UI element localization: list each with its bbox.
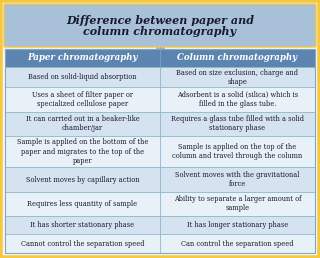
Bar: [160, 192, 315, 216]
Text: Difference between paper and: Difference between paper and: [66, 15, 254, 26]
Text: It has longer stationary phase: It has longer stationary phase: [187, 221, 288, 229]
Text: Based on solid-liquid absorption: Based on solid-liquid absorption: [28, 73, 137, 81]
Text: Solvent moves by capillary action: Solvent moves by capillary action: [26, 175, 139, 183]
Bar: [5, 167, 160, 192]
Text: Requires a glass tube filled with a solid
stationary phase: Requires a glass tube filled with a soli…: [171, 115, 304, 132]
Text: It has shorter stationary phase: It has shorter stationary phase: [30, 221, 135, 229]
Text: Adsorbent is a solid (silica) which is
filled in the glass tube.: Adsorbent is a solid (silica) which is f…: [177, 91, 298, 108]
Bar: [5, 192, 160, 216]
Bar: [160, 67, 315, 87]
Text: Sample is applied on the top of the
column and travel through the column: Sample is applied on the top of the colu…: [172, 143, 303, 160]
Bar: [5, 112, 160, 136]
Bar: [5, 235, 160, 253]
Text: Solvent moves with the gravitational
force: Solvent moves with the gravitational for…: [175, 171, 300, 188]
Text: Can control the separation speed: Can control the separation speed: [181, 240, 294, 248]
Bar: [5, 49, 315, 67]
Bar: [160, 216, 315, 235]
Text: Requires less quantity of sample: Requires less quantity of sample: [28, 200, 138, 208]
Text: Paper chromatography: Paper chromatography: [27, 53, 138, 62]
Text: column chromatography: column chromatography: [84, 26, 236, 37]
FancyBboxPatch shape: [4, 4, 316, 47]
Text: Column chromatography: Column chromatography: [177, 53, 298, 62]
Text: Sample is applied on the bottom of the
paper and migrates to the top of the
pape: Sample is applied on the bottom of the p…: [17, 139, 148, 165]
Bar: [160, 87, 315, 112]
Bar: [5, 67, 160, 87]
Text: It can carried out in a beaker-like
chamber/jar: It can carried out in a beaker-like cham…: [26, 115, 140, 132]
Text: Based on size exclusion, charge and
shape: Based on size exclusion, charge and shap…: [177, 69, 299, 86]
Bar: [160, 235, 315, 253]
Bar: [5, 87, 160, 112]
Bar: [160, 112, 315, 136]
Bar: [5, 136, 160, 167]
Text: Cannot control the separation speed: Cannot control the separation speed: [21, 240, 144, 248]
Bar: [160, 136, 315, 167]
Bar: [5, 49, 315, 253]
Text: Ability to separate a larger amount of
sample: Ability to separate a larger amount of s…: [174, 195, 301, 212]
Bar: [5, 216, 160, 235]
Bar: [160, 167, 315, 192]
Text: Uses a sheet of filter paper or
specialized cellulose paper: Uses a sheet of filter paper or speciali…: [32, 91, 133, 108]
